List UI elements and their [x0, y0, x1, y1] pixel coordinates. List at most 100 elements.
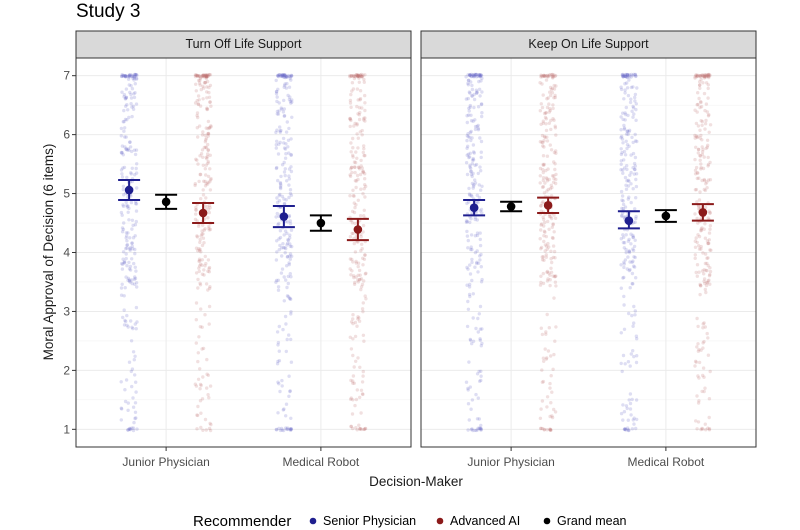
jitter-point: [631, 235, 635, 240]
jitter-point: [553, 256, 557, 260]
jitter-point: [630, 282, 634, 286]
jitter-point: [633, 313, 637, 317]
jitter-point: [478, 379, 482, 383]
jitter-point: [198, 237, 202, 242]
jitter-point: [628, 260, 632, 264]
mean-point: [624, 216, 634, 225]
jitter-point: [276, 359, 280, 364]
jitter-point: [695, 73, 700, 77]
jitter-point: [620, 213, 624, 218]
jitter-point: [474, 392, 478, 397]
jitter-point: [466, 386, 470, 391]
jitter-point: [275, 99, 279, 104]
jitter-point: [207, 73, 211, 77]
jitter-point: [357, 76, 361, 80]
jitter-point: [193, 382, 197, 386]
jitter-point: [205, 205, 209, 209]
jitter-point: [547, 271, 551, 275]
jitter-point: [357, 106, 362, 110]
jitter-point: [196, 224, 201, 228]
jitter-point: [468, 151, 472, 155]
jitter-point: [288, 99, 293, 104]
jitter-point: [701, 166, 706, 171]
jitter-point: [122, 193, 126, 197]
jitter-point: [354, 73, 358, 78]
jitter-point: [622, 97, 626, 101]
jitter-point: [205, 96, 209, 100]
jitter-point: [125, 243, 129, 248]
jitter-point: [359, 232, 363, 237]
jitter-point: [464, 380, 469, 384]
y-tick-label: 6: [63, 128, 70, 142]
jitter-point: [619, 128, 623, 132]
jitter-point: [131, 236, 136, 240]
jitter-point: [351, 353, 355, 358]
jitter-point: [362, 147, 366, 151]
jitter-point: [543, 181, 547, 185]
jitter-point: [356, 136, 360, 140]
jitter-point: [634, 177, 638, 182]
jitter-point: [474, 72, 478, 77]
jitter-point: [465, 201, 469, 206]
jitter-point: [133, 275, 137, 279]
jitter-point: [541, 154, 546, 158]
jitter-point: [548, 85, 553, 90]
jitter-point: [283, 75, 287, 80]
jitter-point: [697, 198, 702, 202]
jitter-point: [128, 248, 132, 252]
jitter-point: [545, 135, 549, 139]
jitter-point: [351, 337, 355, 341]
jitter-point: [284, 130, 289, 134]
jitter-point: [359, 287, 363, 292]
jitter-point: [358, 130, 362, 134]
jitter-point: [282, 73, 286, 77]
jitter-point: [539, 407, 543, 411]
jitter-point: [475, 124, 479, 129]
jitter-point: [619, 263, 623, 267]
jitter-point: [696, 102, 700, 107]
jitter-point: [707, 415, 711, 420]
jitter-point: [135, 73, 139, 78]
jitter-point: [276, 380, 280, 384]
jitter-point: [628, 364, 632, 368]
jitter-point: [275, 428, 279, 432]
jitter-point: [123, 74, 128, 78]
jitter-point: [119, 150, 124, 155]
jitter-point: [198, 76, 203, 81]
jitter-point: [283, 246, 287, 250]
jitter-point: [538, 166, 543, 171]
jitter-point: [131, 350, 136, 354]
jitter-point: [208, 83, 213, 88]
jitter-point: [358, 98, 362, 102]
y-tick-label: 2: [63, 363, 70, 377]
jitter-point: [280, 74, 285, 79]
jitter-point: [127, 427, 131, 431]
jitter-point: [631, 247, 635, 251]
jitter-point: [288, 389, 292, 394]
jitter-point: [635, 139, 639, 144]
jitter-point: [706, 74, 710, 78]
jitter-point: [480, 211, 484, 215]
jitter-point: [205, 107, 209, 112]
jitter-point: [353, 250, 358, 254]
jitter-point: [285, 179, 289, 183]
jitter-point: [126, 77, 131, 82]
jitter-point: [469, 233, 474, 237]
jitter-point: [284, 402, 289, 406]
jitter-point: [198, 78, 202, 83]
jitter-point: [359, 74, 363, 79]
jitter-point: [541, 185, 546, 189]
jitter-point: [701, 73, 705, 78]
jitter-point: [707, 209, 711, 213]
jitter-point: [627, 130, 631, 134]
jitter-point: [620, 211, 625, 215]
jitter-point: [354, 150, 358, 154]
jitter-point: [631, 85, 635, 89]
jitter-point: [288, 427, 292, 431]
jitter-point: [204, 74, 208, 78]
jitter-point: [207, 228, 211, 232]
jitter-point: [287, 374, 291, 378]
mean-point: [543, 201, 553, 210]
jitter-point: [697, 347, 701, 352]
jitter-point: [700, 389, 704, 394]
